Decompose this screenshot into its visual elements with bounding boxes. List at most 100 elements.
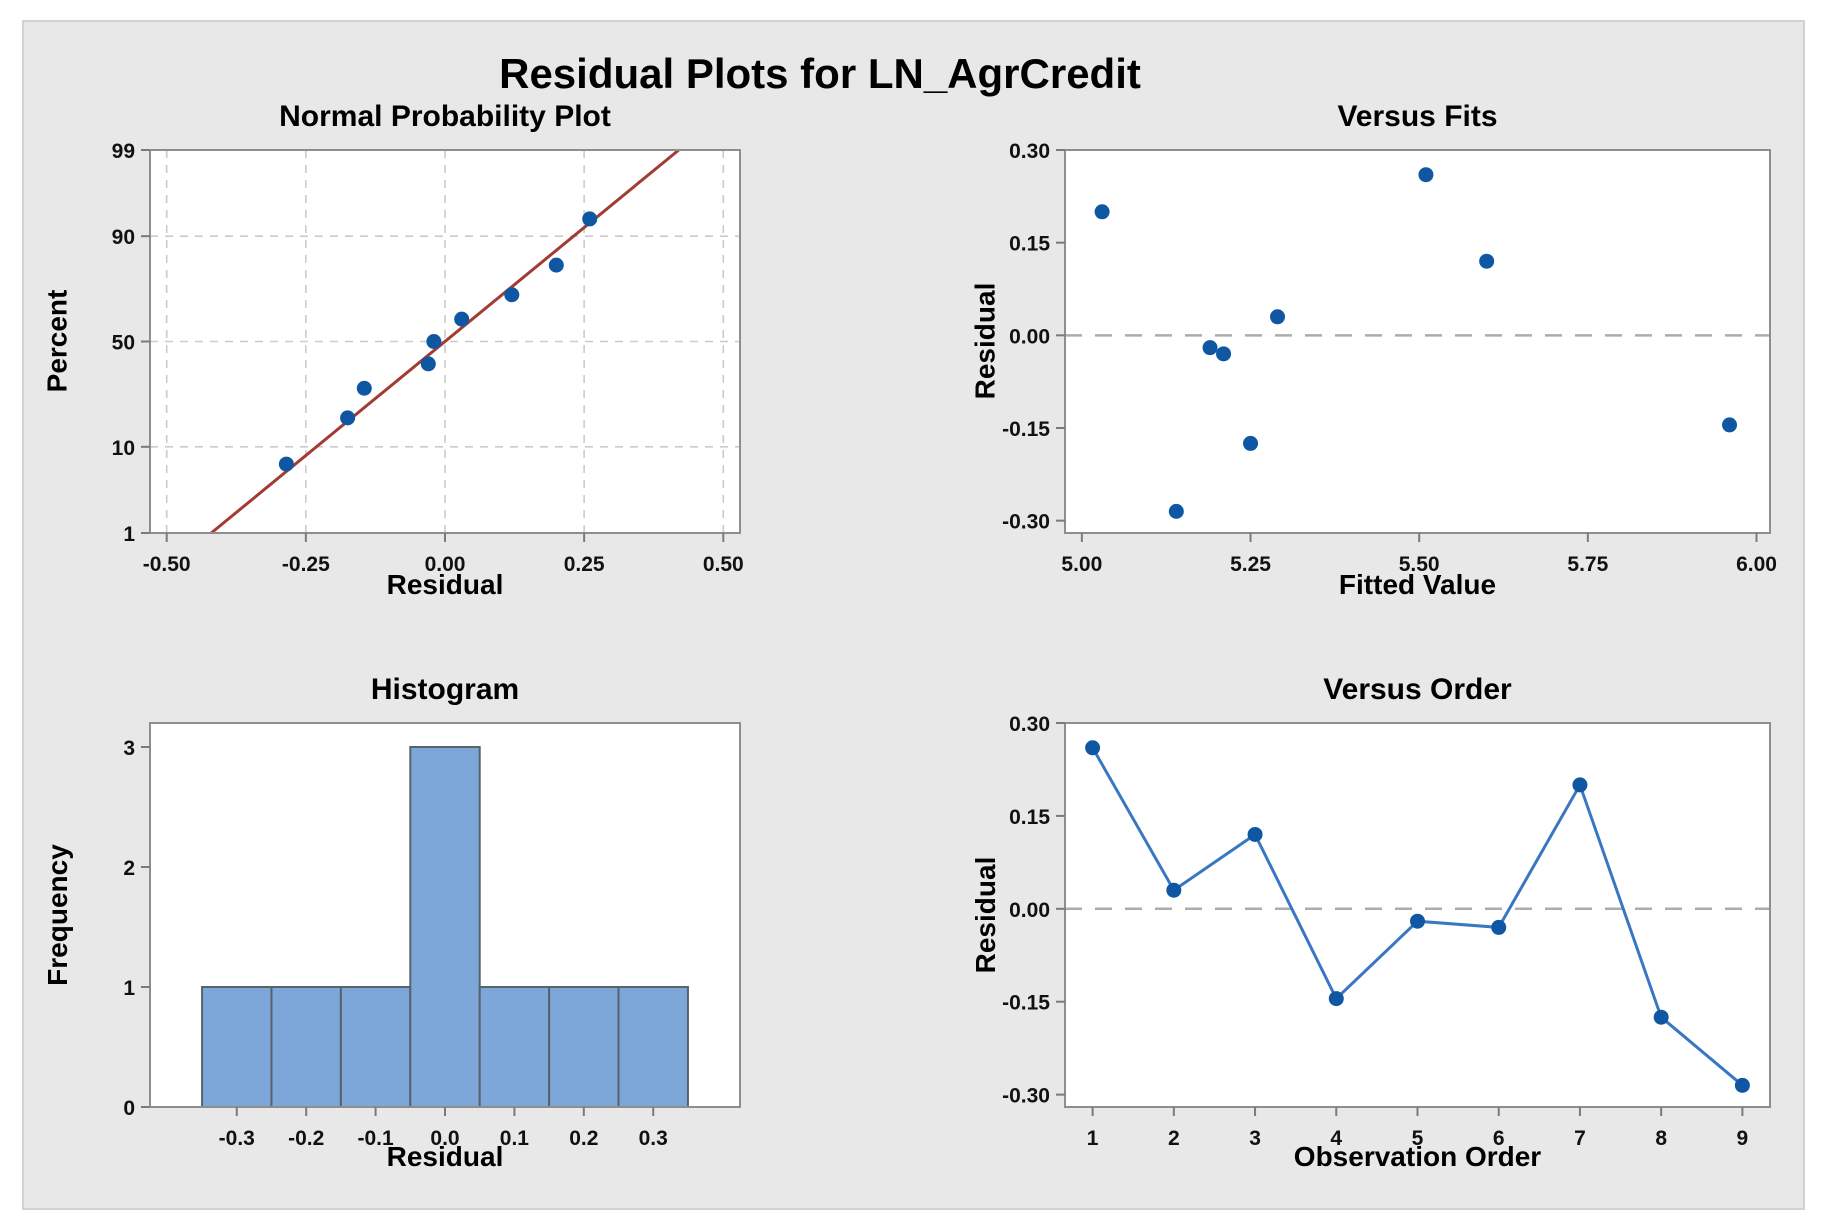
plot-npp: -0.50 -0.25 0.00 0.25 0.50 1 10 50 90 99	[112, 140, 744, 576]
data-point	[426, 333, 442, 349]
x-tick-label: -0.1	[357, 1127, 394, 1150]
histogram-bar	[339, 986, 412, 1108]
data-point	[1734, 1077, 1750, 1093]
y-tick-label: -0.30	[1002, 511, 1050, 534]
plot-hist: -0.3 -0.2 -0.1 0.0 0.1 0.2 0.3 0 1 2 3	[123, 722, 741, 1150]
histogram-bar	[478, 986, 551, 1108]
subplot-title-versus-fits: Versus Fits	[1337, 100, 1498, 133]
x-axis-label-hist: Residual	[386, 1141, 504, 1172]
data-point	[1085, 740, 1101, 756]
histogram-bar	[270, 986, 342, 1108]
y-tick-label: -0.15	[1002, 418, 1050, 441]
x-tick-label: 7	[1574, 1127, 1586, 1150]
x-tick-label: 1	[1087, 1127, 1099, 1150]
x-tick-label: 2	[1168, 1127, 1180, 1150]
x-tick-label: 9	[1737, 1127, 1749, 1150]
histogram-bar	[201, 986, 273, 1108]
x-tick-label: 6	[1493, 1127, 1505, 1150]
x-tick-label: -0.25	[282, 553, 330, 576]
y-tick-label: 3	[123, 737, 135, 760]
x-tick-label: 0.00	[425, 553, 466, 576]
data-point	[1418, 167, 1434, 183]
y-axis-label-fits: Residual	[969, 282, 1001, 400]
y-tick-label: 99	[112, 140, 135, 163]
x-tick-label: 5.25	[1230, 553, 1271, 576]
plot-order: 1 2 3 4 5 6 7 8 9 0.30 0.15 0.00 -0.15 -0.30	[1002, 713, 1771, 1150]
subplot-title-versus-order: Versus Order	[1323, 673, 1512, 706]
data-point	[1166, 882, 1182, 898]
x-axis-label-npp: Residual	[386, 569, 504, 600]
data-point	[1722, 417, 1738, 433]
data-point	[1216, 346, 1232, 362]
x-tick-label: -0.3	[219, 1127, 255, 1150]
x-tick-label: 3	[1249, 1127, 1261, 1150]
data-point	[454, 311, 470, 327]
x-tick-label: 5.50	[1399, 553, 1440, 576]
subplot-title-histogram: Histogram	[370, 673, 520, 706]
x-tick-label: 0.50	[703, 553, 744, 576]
x-tick-label: 4	[1330, 1127, 1342, 1150]
y-axis-label-hist: Frequency	[42, 844, 73, 986]
data-point	[1243, 435, 1259, 451]
x-tick-label: -0.2	[288, 1127, 324, 1150]
data-point	[356, 380, 372, 396]
data-point	[1479, 253, 1495, 269]
y-tick-label: 0.30	[1009, 713, 1050, 736]
subplot-title-normal-probability: Normal Probability Plot	[279, 100, 611, 133]
plot-area	[1065, 150, 1770, 533]
data-point	[420, 356, 436, 372]
x-axis-label-order: Observation Order	[1293, 1141, 1542, 1172]
y-tick-label: 0	[123, 1097, 135, 1120]
plot-frame	[1064, 149, 1771, 534]
data-point	[1653, 1009, 1669, 1025]
x-axis-label-fits: Fitted Value	[1338, 569, 1497, 600]
y-tick-label: 10	[112, 437, 135, 460]
x-tick-label: 5.00	[1061, 553, 1102, 576]
data-point	[1410, 913, 1425, 929]
x-tick-label: 5.75	[1567, 553, 1608, 576]
data-point	[278, 456, 294, 472]
y-tick-label: 0.30	[1009, 140, 1050, 163]
x-tick-label: 0.1	[500, 1127, 530, 1150]
y-tick-label: -0.15	[1002, 992, 1050, 1015]
plot-fits: 5.00 5.25 5.50 5.75 6.00 0.30 0.15 0.00 -0.15 -0.…	[1002, 140, 1777, 576]
x-tick-label: 6.00	[1736, 553, 1777, 576]
x-tick-label: 0.3	[639, 1127, 668, 1150]
data-point	[340, 410, 356, 426]
figure-title: Residual Plots for LN_AgrCredit	[499, 50, 1141, 97]
data-point	[1328, 991, 1344, 1007]
y-tick-label: -0.30	[1002, 1085, 1050, 1108]
x-tick-label: 0.2	[569, 1127, 598, 1150]
data-point	[1202, 340, 1218, 356]
data-point	[1572, 777, 1588, 793]
x-tick-label: 5	[1412, 1127, 1424, 1150]
data-point	[1168, 503, 1184, 519]
y-tick-label: 90	[112, 226, 135, 249]
data-point	[1247, 826, 1263, 842]
y-tick-label: 0.00	[1009, 325, 1050, 348]
y-axis-label-order: Residual	[970, 856, 1001, 974]
histogram-bar	[548, 986, 620, 1108]
data-point	[1491, 919, 1507, 935]
y-tick-label: 0.00	[1009, 899, 1050, 922]
y-tick-label: 50	[112, 331, 135, 354]
histogram-bar	[617, 986, 689, 1108]
x-tick-label: 0.0	[430, 1127, 459, 1150]
y-tick-label: 0.15	[1009, 233, 1050, 256]
data-point	[1270, 309, 1286, 325]
data-point	[548, 257, 564, 273]
histogram-bar	[409, 746, 481, 1108]
data-point	[1094, 204, 1110, 220]
data-point	[504, 287, 520, 303]
x-tick-label: 8	[1655, 1127, 1667, 1150]
y-tick-label: 1	[123, 977, 135, 1000]
y-axis-label-npp: Percent	[41, 289, 73, 393]
x-tick-label: -0.50	[143, 553, 191, 576]
data-point	[582, 211, 598, 227]
y-tick-label: 2	[123, 857, 135, 880]
y-tick-label: 1	[123, 523, 135, 546]
x-tick-label: 0.25	[564, 553, 605, 576]
y-tick-label: 0.15	[1009, 806, 1050, 829]
